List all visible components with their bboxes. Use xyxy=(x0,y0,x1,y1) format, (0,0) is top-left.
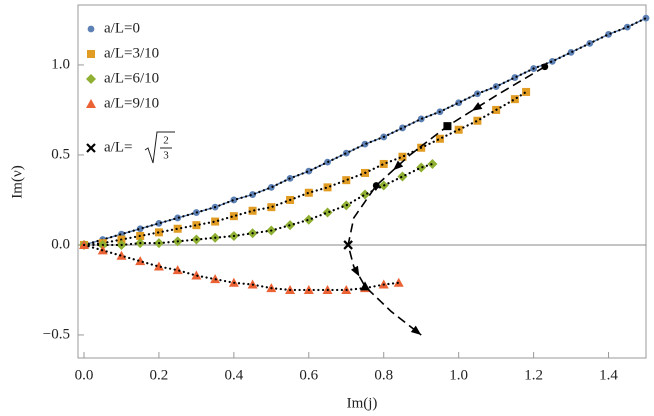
point xyxy=(416,162,427,173)
point xyxy=(342,176,351,185)
point xyxy=(443,122,452,131)
point xyxy=(211,217,220,226)
x-tick-label: 0.2 xyxy=(150,367,169,383)
x-tick-label: 0.6 xyxy=(299,367,318,383)
legend-marker xyxy=(86,74,96,84)
point xyxy=(172,265,183,275)
point xyxy=(323,183,332,192)
x-tick-label: 1.0 xyxy=(449,367,468,383)
point xyxy=(267,183,275,191)
point xyxy=(397,171,408,182)
point xyxy=(136,225,144,233)
legend-marker xyxy=(86,99,96,108)
arrowhead xyxy=(410,325,422,335)
legend-marker xyxy=(87,25,95,33)
x-axis-label: Im(j) xyxy=(347,395,378,411)
point xyxy=(153,261,164,271)
point xyxy=(303,214,314,225)
point xyxy=(342,149,350,157)
x-tick-label: 0.8 xyxy=(374,367,393,383)
arrowhead xyxy=(350,265,360,277)
point xyxy=(359,189,370,200)
x-tick-label: 0.4 xyxy=(224,367,243,383)
point xyxy=(322,207,333,218)
point xyxy=(398,152,407,161)
point xyxy=(379,159,388,168)
arrowhead xyxy=(393,160,404,171)
y-tick-label: 0.0 xyxy=(51,236,70,252)
point xyxy=(567,48,575,56)
point xyxy=(359,281,370,291)
point xyxy=(510,95,519,104)
point xyxy=(267,203,276,212)
point xyxy=(192,221,201,230)
legend-label: a/L=0 xyxy=(104,20,140,36)
point xyxy=(191,270,202,280)
legend-item: a/L=0 xyxy=(87,20,140,36)
y-axis-label: Im(ν) xyxy=(9,165,25,198)
radical xyxy=(144,131,175,164)
point xyxy=(135,256,146,266)
point xyxy=(229,212,238,221)
sqrt-denominator: 3 xyxy=(163,150,169,162)
x-tick-label: 1.4 xyxy=(599,367,618,383)
x-tick-label: 0.0 xyxy=(75,367,94,383)
y-tick-label: 0.5 xyxy=(51,146,70,162)
point xyxy=(548,57,556,65)
point xyxy=(155,219,163,227)
point xyxy=(361,140,369,148)
point xyxy=(116,250,127,260)
x-tick-label: 1.2 xyxy=(524,367,543,383)
arrowhead xyxy=(471,102,483,111)
legend-item: a/L=9/10 xyxy=(86,95,159,111)
point xyxy=(248,206,257,215)
sqrt-numerator: 2 xyxy=(163,135,169,147)
point xyxy=(372,182,380,189)
legend-label: a/L= xyxy=(104,139,132,155)
legend-label: a/L=9/10 xyxy=(104,95,159,111)
point xyxy=(522,87,531,96)
dotted-fit xyxy=(82,243,400,292)
point xyxy=(230,196,238,204)
y-tick-label: 1.0 xyxy=(51,56,70,72)
y-tick-label: −0.5 xyxy=(43,326,70,342)
legend-item: a/L=6/10 xyxy=(86,70,159,86)
legend-marker xyxy=(86,143,96,153)
trajectory xyxy=(347,66,546,336)
point xyxy=(174,214,182,222)
legend-label: a/L=6/10 xyxy=(104,70,159,86)
point xyxy=(541,63,549,71)
legend-label: a/L=3/10 xyxy=(104,45,159,61)
dotted-fit xyxy=(82,90,528,247)
point xyxy=(473,116,482,125)
legend-item: a/L= 2 3 xyxy=(86,131,175,164)
dotted-fit xyxy=(82,162,434,247)
point xyxy=(435,134,444,143)
legend-item: a/L=3/10 xyxy=(87,45,159,61)
plot-frame xyxy=(77,4,647,359)
legend-marker xyxy=(87,50,95,58)
